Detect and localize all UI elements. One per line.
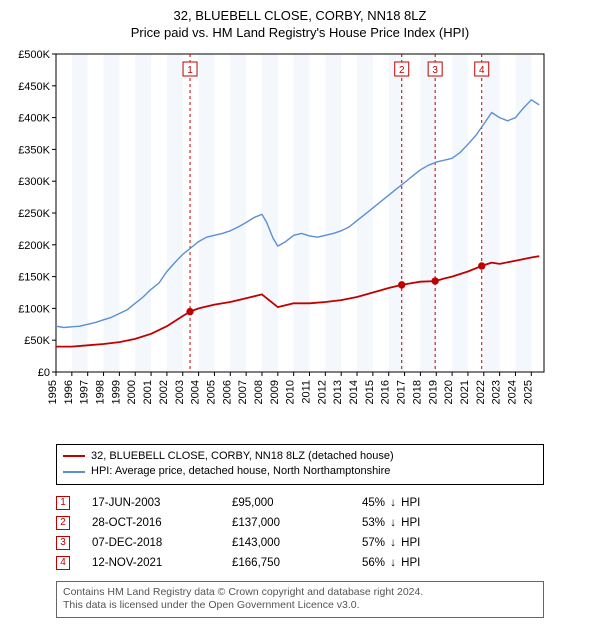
svg-text:2000: 2000 [126,380,138,404]
svg-text:2005: 2005 [205,380,217,404]
svg-text:2018: 2018 [411,380,423,404]
svg-text:£50K: £50K [24,335,50,347]
legend-swatch-hpi [63,471,85,473]
tx-marker-icon: 3 [56,536,70,550]
svg-text:2007: 2007 [237,380,249,404]
svg-text:2006: 2006 [221,380,233,404]
svg-text:4: 4 [479,65,485,76]
legend-row-hpi: HPI: Average price, detached house, Nort… [63,464,537,479]
svg-text:2011: 2011 [301,380,313,404]
tx-marker-icon: 2 [56,516,70,530]
svg-text:2010: 2010 [285,380,297,404]
svg-text:2001: 2001 [142,380,154,404]
svg-text:1995: 1995 [47,380,59,404]
svg-text:2024: 2024 [506,380,518,404]
svg-text:2025: 2025 [522,380,534,404]
svg-text:2017: 2017 [396,380,408,404]
tx-hpi-delta: 56% ↓ HPI [362,553,544,573]
tx-price: £95,000 [232,493,362,513]
title-line-1: 32, BLUEBELL CLOSE, CORBY, NN18 8LZ [8,8,592,25]
svg-text:2012: 2012 [316,380,328,404]
down-arrow-icon: ↓ [390,557,396,569]
svg-text:2013: 2013 [332,380,344,404]
legend-label-hpi: HPI: Average price, detached house, Nort… [91,464,390,479]
svg-text:2019: 2019 [427,380,439,404]
tx-date: 07-DEC-2018 [92,533,232,553]
svg-text:1999: 1999 [110,380,122,404]
chart-container: £0 £50K £100K £150K £200K £250K £300K £350K £400… [8,48,592,438]
svg-text:£450K: £450K [18,81,50,93]
down-arrow-icon: ↓ [390,497,396,509]
tx-date: 17-JUN-2003 [92,493,232,513]
svg-text:£300K: £300K [18,176,50,188]
svg-text:2004: 2004 [190,380,202,404]
svg-text:2: 2 [399,65,405,76]
svg-text:£200K: £200K [18,240,50,252]
down-arrow-icon: ↓ [390,537,396,549]
down-arrow-icon: ↓ [390,517,396,529]
svg-text:2008: 2008 [253,380,265,404]
tx-hpi-delta: 45% ↓ HPI [362,493,544,513]
svg-text:2023: 2023 [491,380,503,404]
tx-price: £137,000 [232,513,362,533]
transaction-row: 1 17-JUN-2003£95,00045% ↓ HPI [56,493,544,513]
svg-text:2002: 2002 [158,380,170,404]
svg-text:1998: 1998 [95,380,107,404]
svg-text:£150K: £150K [18,271,50,283]
svg-text:2016: 2016 [380,380,392,404]
tx-hpi-delta: 53% ↓ HPI [362,513,544,533]
transaction-row: 4 12-NOV-2021£166,75056% ↓ HPI [56,553,544,573]
footer-line-1: Contains HM Land Registry data © Crown c… [63,586,537,600]
footer-line-2: This data is licensed under the Open Gov… [63,599,537,613]
svg-text:2020: 2020 [443,380,455,404]
legend-label-price: 32, BLUEBELL CLOSE, CORBY, NN18 8LZ (det… [91,449,394,464]
tx-price: £143,000 [232,533,362,553]
chart-title-block: 32, BLUEBELL CLOSE, CORBY, NN18 8LZ Pric… [8,8,592,42]
title-line-2: Price paid vs. HM Land Registry's House … [8,25,592,42]
footer-attribution: Contains HM Land Registry data © Crown c… [56,581,544,618]
legend-swatch-price [63,455,85,457]
tx-marker-icon: 1 [56,496,70,510]
svg-text:3: 3 [432,65,438,76]
svg-text:1996: 1996 [63,380,75,404]
svg-text:2015: 2015 [364,380,376,404]
svg-text:2003: 2003 [174,380,186,404]
svg-text:2014: 2014 [348,380,360,404]
svg-text:£400K: £400K [18,112,50,124]
legend-box: 32, BLUEBELL CLOSE, CORBY, NN18 8LZ (det… [56,444,544,485]
tx-hpi-delta: 57% ↓ HPI [362,533,544,553]
svg-text:£100K: £100K [18,303,50,315]
price-chart-svg: £0 £50K £100K £150K £200K £250K £300K £350K £400… [8,48,592,438]
transaction-row: 3 07-DEC-2018£143,00057% ↓ HPI [56,533,544,553]
svg-text:1997: 1997 [79,380,91,404]
transactions-table: 1 17-JUN-2003£95,00045% ↓ HPI 2 28-OCT-2016… [56,493,544,573]
tx-marker-icon: 4 [56,556,70,570]
legend-row-price: 32, BLUEBELL CLOSE, CORBY, NN18 8LZ (det… [63,449,537,464]
svg-text:£250K: £250K [18,208,50,220]
tx-price: £166,750 [232,553,362,573]
svg-text:£350K: £350K [18,144,50,156]
svg-text:2009: 2009 [269,380,281,404]
svg-text:2021: 2021 [459,380,471,404]
svg-text:£0: £0 [38,367,50,379]
tx-date: 28-OCT-2016 [92,513,232,533]
svg-text:1: 1 [187,65,193,76]
transaction-row: 2 28-OCT-2016£137,00053% ↓ HPI [56,513,544,533]
svg-text:£500K: £500K [18,49,50,61]
tx-date: 12-NOV-2021 [92,553,232,573]
svg-text:2022: 2022 [475,380,487,404]
